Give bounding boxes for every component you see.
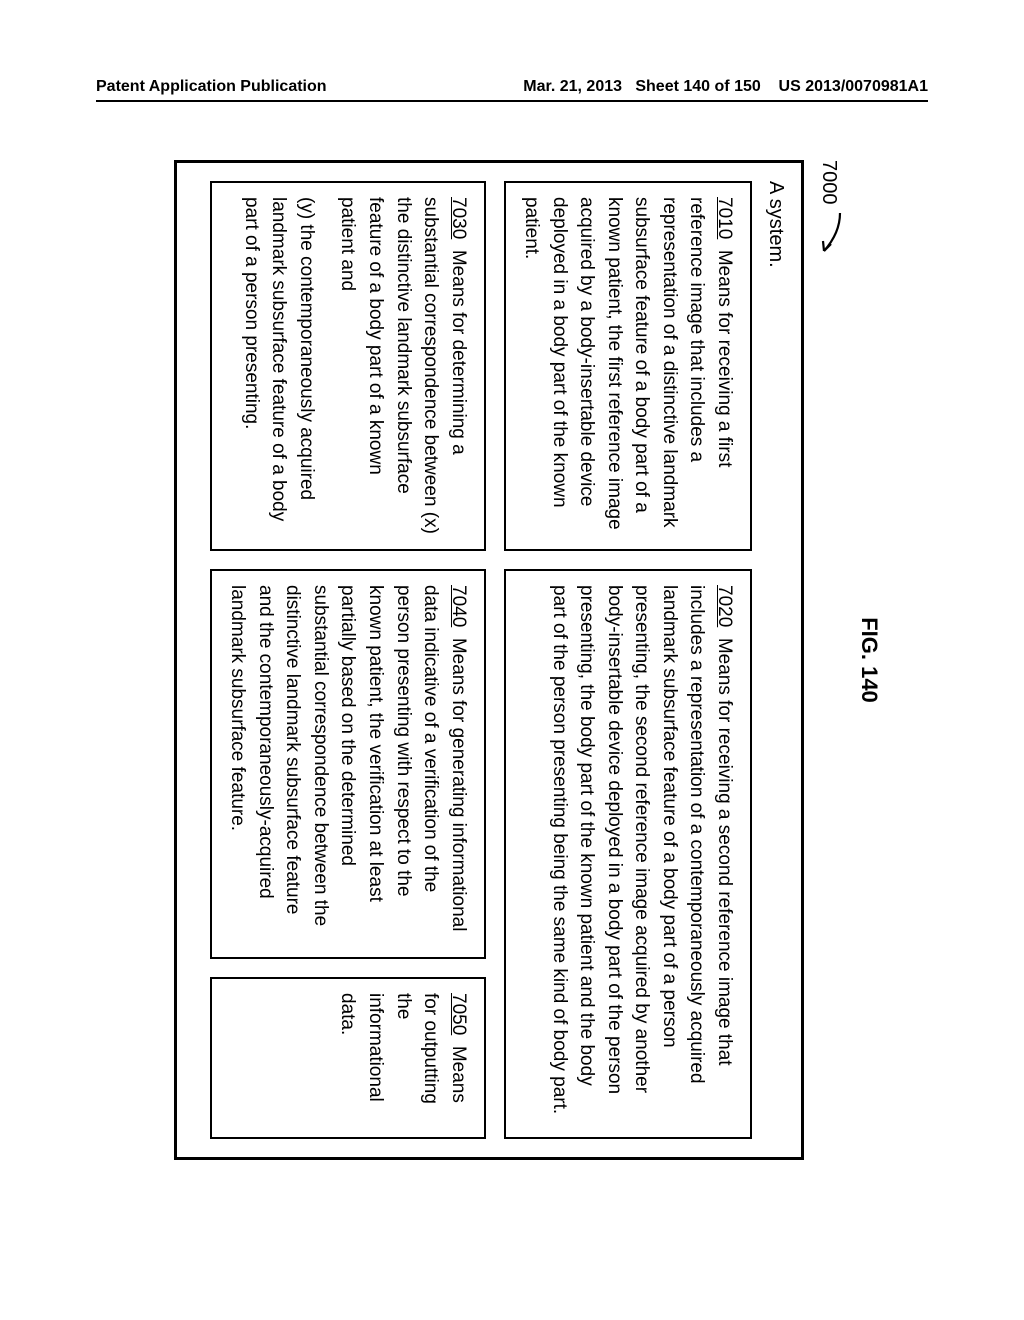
system-title: A system. <box>764 181 787 1139</box>
box-7020-num: 7020 <box>714 585 735 627</box>
box-7050-num: 7050 <box>448 993 469 1035</box>
figure-content: FIG. 140 7000 A system. 7010 Means for r… <box>142 150 882 1170</box>
spacer <box>320 197 334 535</box>
page-header: Patent Application Publication Mar. 21, … <box>0 78 1024 96</box>
box-7030: 7030 Means for determining a substantial… <box>210 181 486 551</box>
header-divider <box>96 100 928 102</box>
box-7010-text: Means for receiving a first reference im… <box>521 197 735 530</box>
box-7030-num: 7030 <box>448 197 469 239</box>
box-7040-text: Means for generating informational data … <box>227 585 468 931</box>
box-7040-num: 7040 <box>448 585 469 627</box>
figure-label: FIG. 140 <box>856 617 882 703</box>
row-bottom: 7030 Means for determining a substantial… <box>210 181 486 1139</box>
page: Patent Application Publication Mar. 21, … <box>0 0 1024 1320</box>
reference-arrow-icon <box>816 211 842 271</box>
box-7030-text-b: (y) the contemporaneously acquired landm… <box>241 197 317 521</box>
box-7030-text-a: Means for determining a substantial corr… <box>337 197 468 534</box>
header-left: Patent Application Publication <box>96 78 327 96</box>
box-7010: 7010 Means for receiving a first referen… <box>504 181 752 551</box>
reference-number: 7000 <box>816 160 842 271</box>
box-7020-text: Means for receiving a second reference i… <box>549 585 735 1114</box>
box-7050: 7050 Means for outputting the informatio… <box>210 977 486 1139</box>
system-box: A system. 7010 Means for receiving a fir… <box>174 160 804 1160</box>
box-7020: 7020 Means for receiving a second refere… <box>504 569 752 1139</box>
header-right: Mar. 21, 2013 Sheet 140 of 150 US 2013/0… <box>523 78 928 96</box>
box-7040: 7040 Means for generating informational … <box>210 569 486 959</box>
box-7010-num: 7010 <box>714 197 735 239</box>
row-top: 7010 Means for receiving a first referen… <box>504 181 752 1139</box>
